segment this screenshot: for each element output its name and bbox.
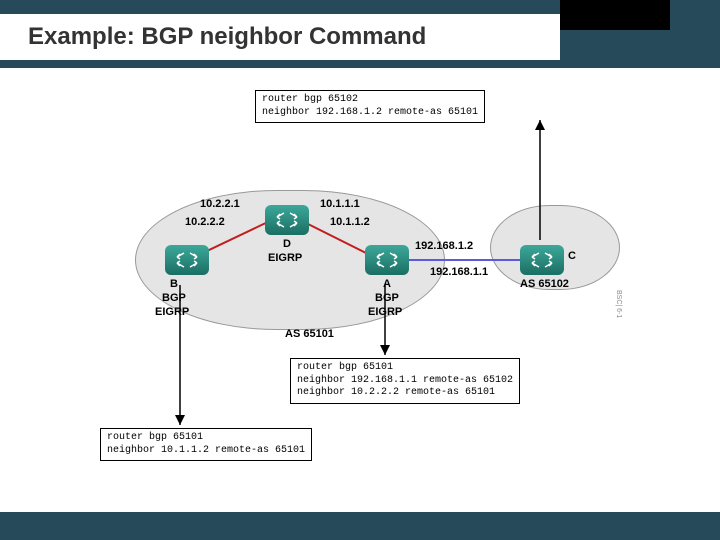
ip-ac-top: 192.168.1.2	[415, 240, 473, 252]
router-a-label: A	[383, 278, 391, 290]
ip-ac-bot: 192.168.1.1	[430, 266, 488, 278]
router-d	[265, 205, 309, 235]
router-a-proto2: EIGRP	[368, 306, 402, 318]
router-d-label: D	[283, 238, 291, 250]
ip-da-top: 10.1.1.1	[320, 198, 360, 210]
router-b-proto1: BGP	[162, 292, 186, 304]
router-b-proto2: EIGRP	[155, 306, 189, 318]
ip-da-bot: 10.1.1.2	[330, 216, 370, 228]
router-a-proto1: BGP	[375, 292, 399, 304]
network-diagram: B D A C BGP EIGRP EIGRP BGP EIGRP AS 651…	[90, 90, 630, 460]
footer-bar	[0, 512, 720, 540]
page-title: Example: BGP neighbor Command	[28, 23, 426, 51]
router-c-as: AS 65102	[520, 278, 569, 290]
ip-bd-top: 10.2.2.1	[200, 198, 240, 210]
watermark: BSC| 6-1	[615, 290, 622, 318]
router-a	[365, 245, 409, 275]
title-bar: Example: BGP neighbor Command	[0, 14, 560, 60]
router-d-proto1: EIGRP	[268, 252, 302, 264]
router-b-label: B	[170, 278, 178, 290]
router-c-label: C	[568, 250, 576, 262]
config-box-top: router bgp 65102 neighbor 192.168.1.2 re…	[255, 90, 485, 123]
ip-bd-bot: 10.2.2.2	[185, 216, 225, 228]
router-b	[165, 245, 209, 275]
cloud-main-as-label: AS 65101	[285, 328, 334, 340]
header-tab	[560, 0, 670, 30]
config-box-bot: router bgp 65101 neighbor 10.1.1.2 remot…	[100, 428, 312, 461]
config-box-mid: router bgp 65101 neighbor 192.168.1.1 re…	[290, 358, 520, 404]
router-c	[520, 245, 564, 275]
